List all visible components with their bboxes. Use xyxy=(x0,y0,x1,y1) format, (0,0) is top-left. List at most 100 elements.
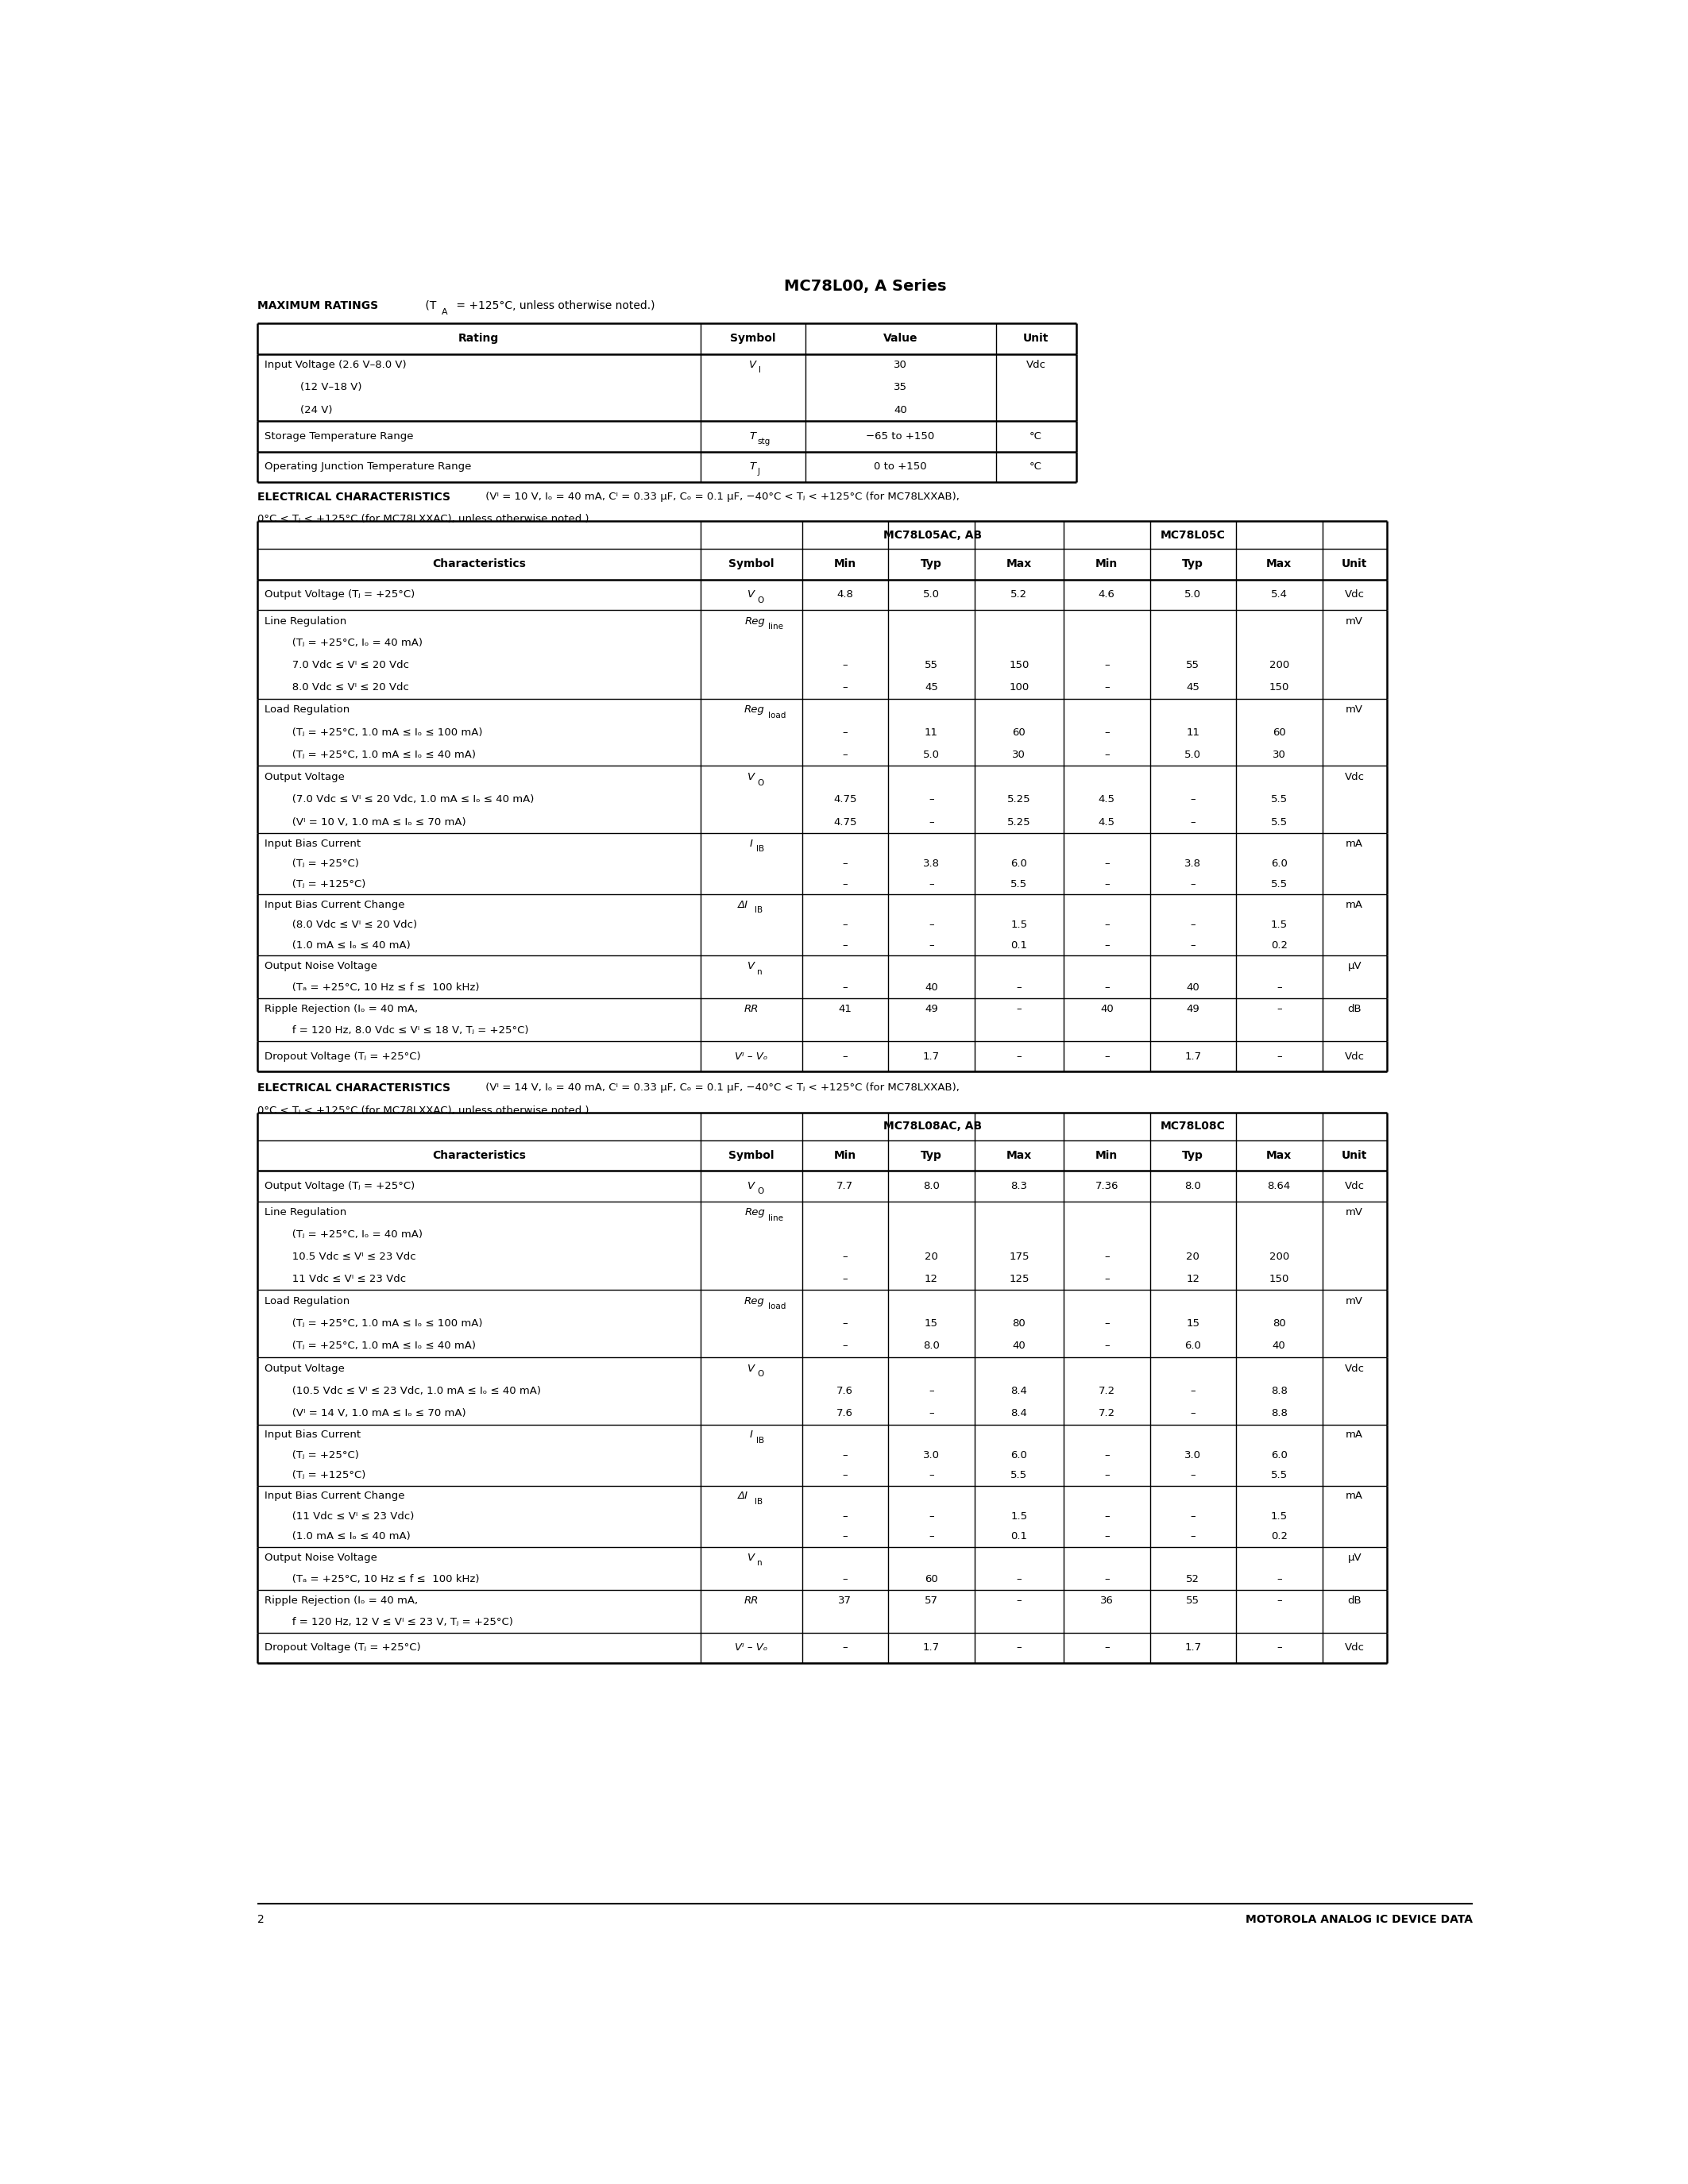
Text: –: – xyxy=(1104,1341,1109,1352)
Text: 5.4: 5.4 xyxy=(1271,590,1288,601)
Text: (Tₐ = +25°C, 10 Hz ≤ f ≤  100 kHz): (Tₐ = +25°C, 10 Hz ≤ f ≤ 100 kHz) xyxy=(282,983,479,994)
Text: –: – xyxy=(1104,1531,1109,1542)
Text: 4.6: 4.6 xyxy=(1099,590,1116,601)
Text: –: – xyxy=(1190,878,1195,889)
Text: f = 120 Hz, 12 V ≤ Vᴵ ≤ 23 V, Tⱼ = +25°C): f = 120 Hz, 12 V ≤ Vᴵ ≤ 23 V, Tⱼ = +25°C… xyxy=(282,1616,513,1627)
Text: Symbol: Symbol xyxy=(729,559,775,570)
Text: Input Bias Current Change: Input Bias Current Change xyxy=(265,900,405,911)
Text: ELECTRICAL CHARACTERISTICS: ELECTRICAL CHARACTERISTICS xyxy=(257,1083,451,1094)
Text: 40: 40 xyxy=(895,404,906,415)
Text: I: I xyxy=(749,839,753,850)
Text: 7.6: 7.6 xyxy=(837,1387,854,1396)
Text: 5.25: 5.25 xyxy=(1008,817,1031,828)
Text: (8.0 Vdc ≤ Vᴵ ≤ 20 Vdc): (8.0 Vdc ≤ Vᴵ ≤ 20 Vdc) xyxy=(282,919,417,930)
Text: RR: RR xyxy=(744,1005,758,1013)
Text: 5.2: 5.2 xyxy=(1011,590,1028,601)
Text: 52: 52 xyxy=(1187,1575,1200,1583)
Text: Characteristics: Characteristics xyxy=(432,559,525,570)
Text: 11: 11 xyxy=(1187,727,1200,738)
Text: dB: dB xyxy=(1347,1594,1362,1605)
Text: (7.0 Vdc ≤ Vᴵ ≤ 20 Vdc, 1.0 mA ≤ Iₒ ≤ 40 mA): (7.0 Vdc ≤ Vᴵ ≤ 20 Vdc, 1.0 mA ≤ Iₒ ≤ 40… xyxy=(282,795,533,804)
Text: Typ: Typ xyxy=(1182,559,1204,570)
Text: 10.5 Vdc ≤ Vᴵ ≤ 23 Vdc: 10.5 Vdc ≤ Vᴵ ≤ 23 Vdc xyxy=(282,1251,415,1262)
Text: line: line xyxy=(768,622,783,631)
Text: –: – xyxy=(928,1470,933,1481)
Text: 175: 175 xyxy=(1009,1251,1030,1262)
Text: O: O xyxy=(758,596,765,605)
Text: 6.0: 6.0 xyxy=(1185,1341,1202,1352)
Text: 6.0: 6.0 xyxy=(1011,858,1028,869)
Text: –: – xyxy=(1104,1251,1109,1262)
Text: Input Bias Current Change: Input Bias Current Change xyxy=(265,1492,405,1500)
Text: Output Voltage: Output Voltage xyxy=(265,1363,344,1374)
Text: mV: mV xyxy=(1345,616,1364,627)
Text: –: – xyxy=(842,939,847,950)
Text: 12: 12 xyxy=(925,1273,939,1284)
Text: –: – xyxy=(1190,1387,1195,1396)
Text: 20: 20 xyxy=(925,1251,939,1262)
Text: –: – xyxy=(928,817,933,828)
Text: 8.4: 8.4 xyxy=(1011,1409,1028,1420)
Text: mA: mA xyxy=(1345,900,1364,911)
Text: 7.2: 7.2 xyxy=(1099,1409,1116,1420)
Text: ΔI: ΔI xyxy=(738,900,748,911)
Text: 0.2: 0.2 xyxy=(1271,939,1288,950)
Text: 5.25: 5.25 xyxy=(1008,795,1031,804)
Text: 60: 60 xyxy=(1013,727,1026,738)
Text: 5.5: 5.5 xyxy=(1271,1470,1288,1481)
Text: MC78L08AC, AB: MC78L08AC, AB xyxy=(883,1120,982,1131)
Text: –: – xyxy=(1104,983,1109,994)
Text: 80: 80 xyxy=(1273,1319,1286,1328)
Text: –: – xyxy=(1104,1470,1109,1481)
Text: 40: 40 xyxy=(1273,1341,1286,1352)
Text: 45: 45 xyxy=(1187,681,1200,692)
Text: Line Regulation: Line Regulation xyxy=(265,616,346,627)
Text: Ripple Rejection (Iₒ = 40 mA,: Ripple Rejection (Iₒ = 40 mA, xyxy=(265,1005,419,1013)
Text: Reg: Reg xyxy=(744,616,766,627)
Text: O: O xyxy=(758,780,765,786)
Text: –: – xyxy=(842,1450,847,1461)
Text: –: – xyxy=(1016,1005,1021,1013)
Text: 3.8: 3.8 xyxy=(1185,858,1202,869)
Text: –: – xyxy=(928,1409,933,1420)
Text: −65 to +150: −65 to +150 xyxy=(866,430,935,441)
Text: Typ: Typ xyxy=(920,559,942,570)
Text: Input Bias Current: Input Bias Current xyxy=(265,839,361,850)
Text: ΔI: ΔI xyxy=(738,1492,748,1500)
Text: Input Bias Current: Input Bias Current xyxy=(265,1431,361,1439)
Text: –: – xyxy=(1016,1642,1021,1653)
Text: mA: mA xyxy=(1345,1431,1364,1439)
Text: –: – xyxy=(1276,1594,1281,1605)
Text: –: – xyxy=(1104,919,1109,930)
Text: 125: 125 xyxy=(1009,1273,1030,1284)
Text: 4.75: 4.75 xyxy=(834,817,858,828)
Text: MOTOROLA ANALOG IC DEVICE DATA: MOTOROLA ANALOG IC DEVICE DATA xyxy=(1246,1913,1474,1924)
Text: Vdc: Vdc xyxy=(1345,1363,1364,1374)
Text: (1.0 mA ≤ Iₒ ≤ 40 mA): (1.0 mA ≤ Iₒ ≤ 40 mA) xyxy=(282,939,410,950)
Text: –: – xyxy=(842,1051,847,1061)
Text: mV: mV xyxy=(1345,705,1364,714)
Text: Vdc: Vdc xyxy=(1345,590,1364,601)
Text: 8.8: 8.8 xyxy=(1271,1387,1288,1396)
Text: –: – xyxy=(1016,1051,1021,1061)
Text: 4.5: 4.5 xyxy=(1099,795,1116,804)
Text: ELECTRICAL CHARACTERISTICS: ELECTRICAL CHARACTERISTICS xyxy=(257,491,451,502)
Text: (Vᴵ = 10 V, 1.0 mA ≤ Iₒ ≤ 70 mA): (Vᴵ = 10 V, 1.0 mA ≤ Iₒ ≤ 70 mA) xyxy=(282,817,466,828)
Text: –: – xyxy=(1190,939,1195,950)
Text: mA: mA xyxy=(1345,1492,1364,1500)
Text: 55: 55 xyxy=(925,660,939,670)
Text: Unit: Unit xyxy=(1023,332,1048,345)
Text: V: V xyxy=(749,360,756,369)
Text: –: – xyxy=(842,878,847,889)
Text: –: – xyxy=(842,919,847,930)
Text: 0.1: 0.1 xyxy=(1011,1531,1028,1542)
Text: 2: 2 xyxy=(257,1913,263,1924)
Text: 1.5: 1.5 xyxy=(1011,1511,1028,1522)
Text: 60: 60 xyxy=(1273,727,1286,738)
Text: (Tⱼ = +125°C): (Tⱼ = +125°C) xyxy=(282,878,366,889)
Text: Input Voltage (2.6 V–8.0 V): Input Voltage (2.6 V–8.0 V) xyxy=(265,360,407,369)
Text: 0.2: 0.2 xyxy=(1271,1531,1288,1542)
Text: Vᴵ – Vₒ: Vᴵ – Vₒ xyxy=(734,1051,768,1061)
Text: –: – xyxy=(1276,1051,1281,1061)
Text: load: load xyxy=(768,1304,785,1310)
